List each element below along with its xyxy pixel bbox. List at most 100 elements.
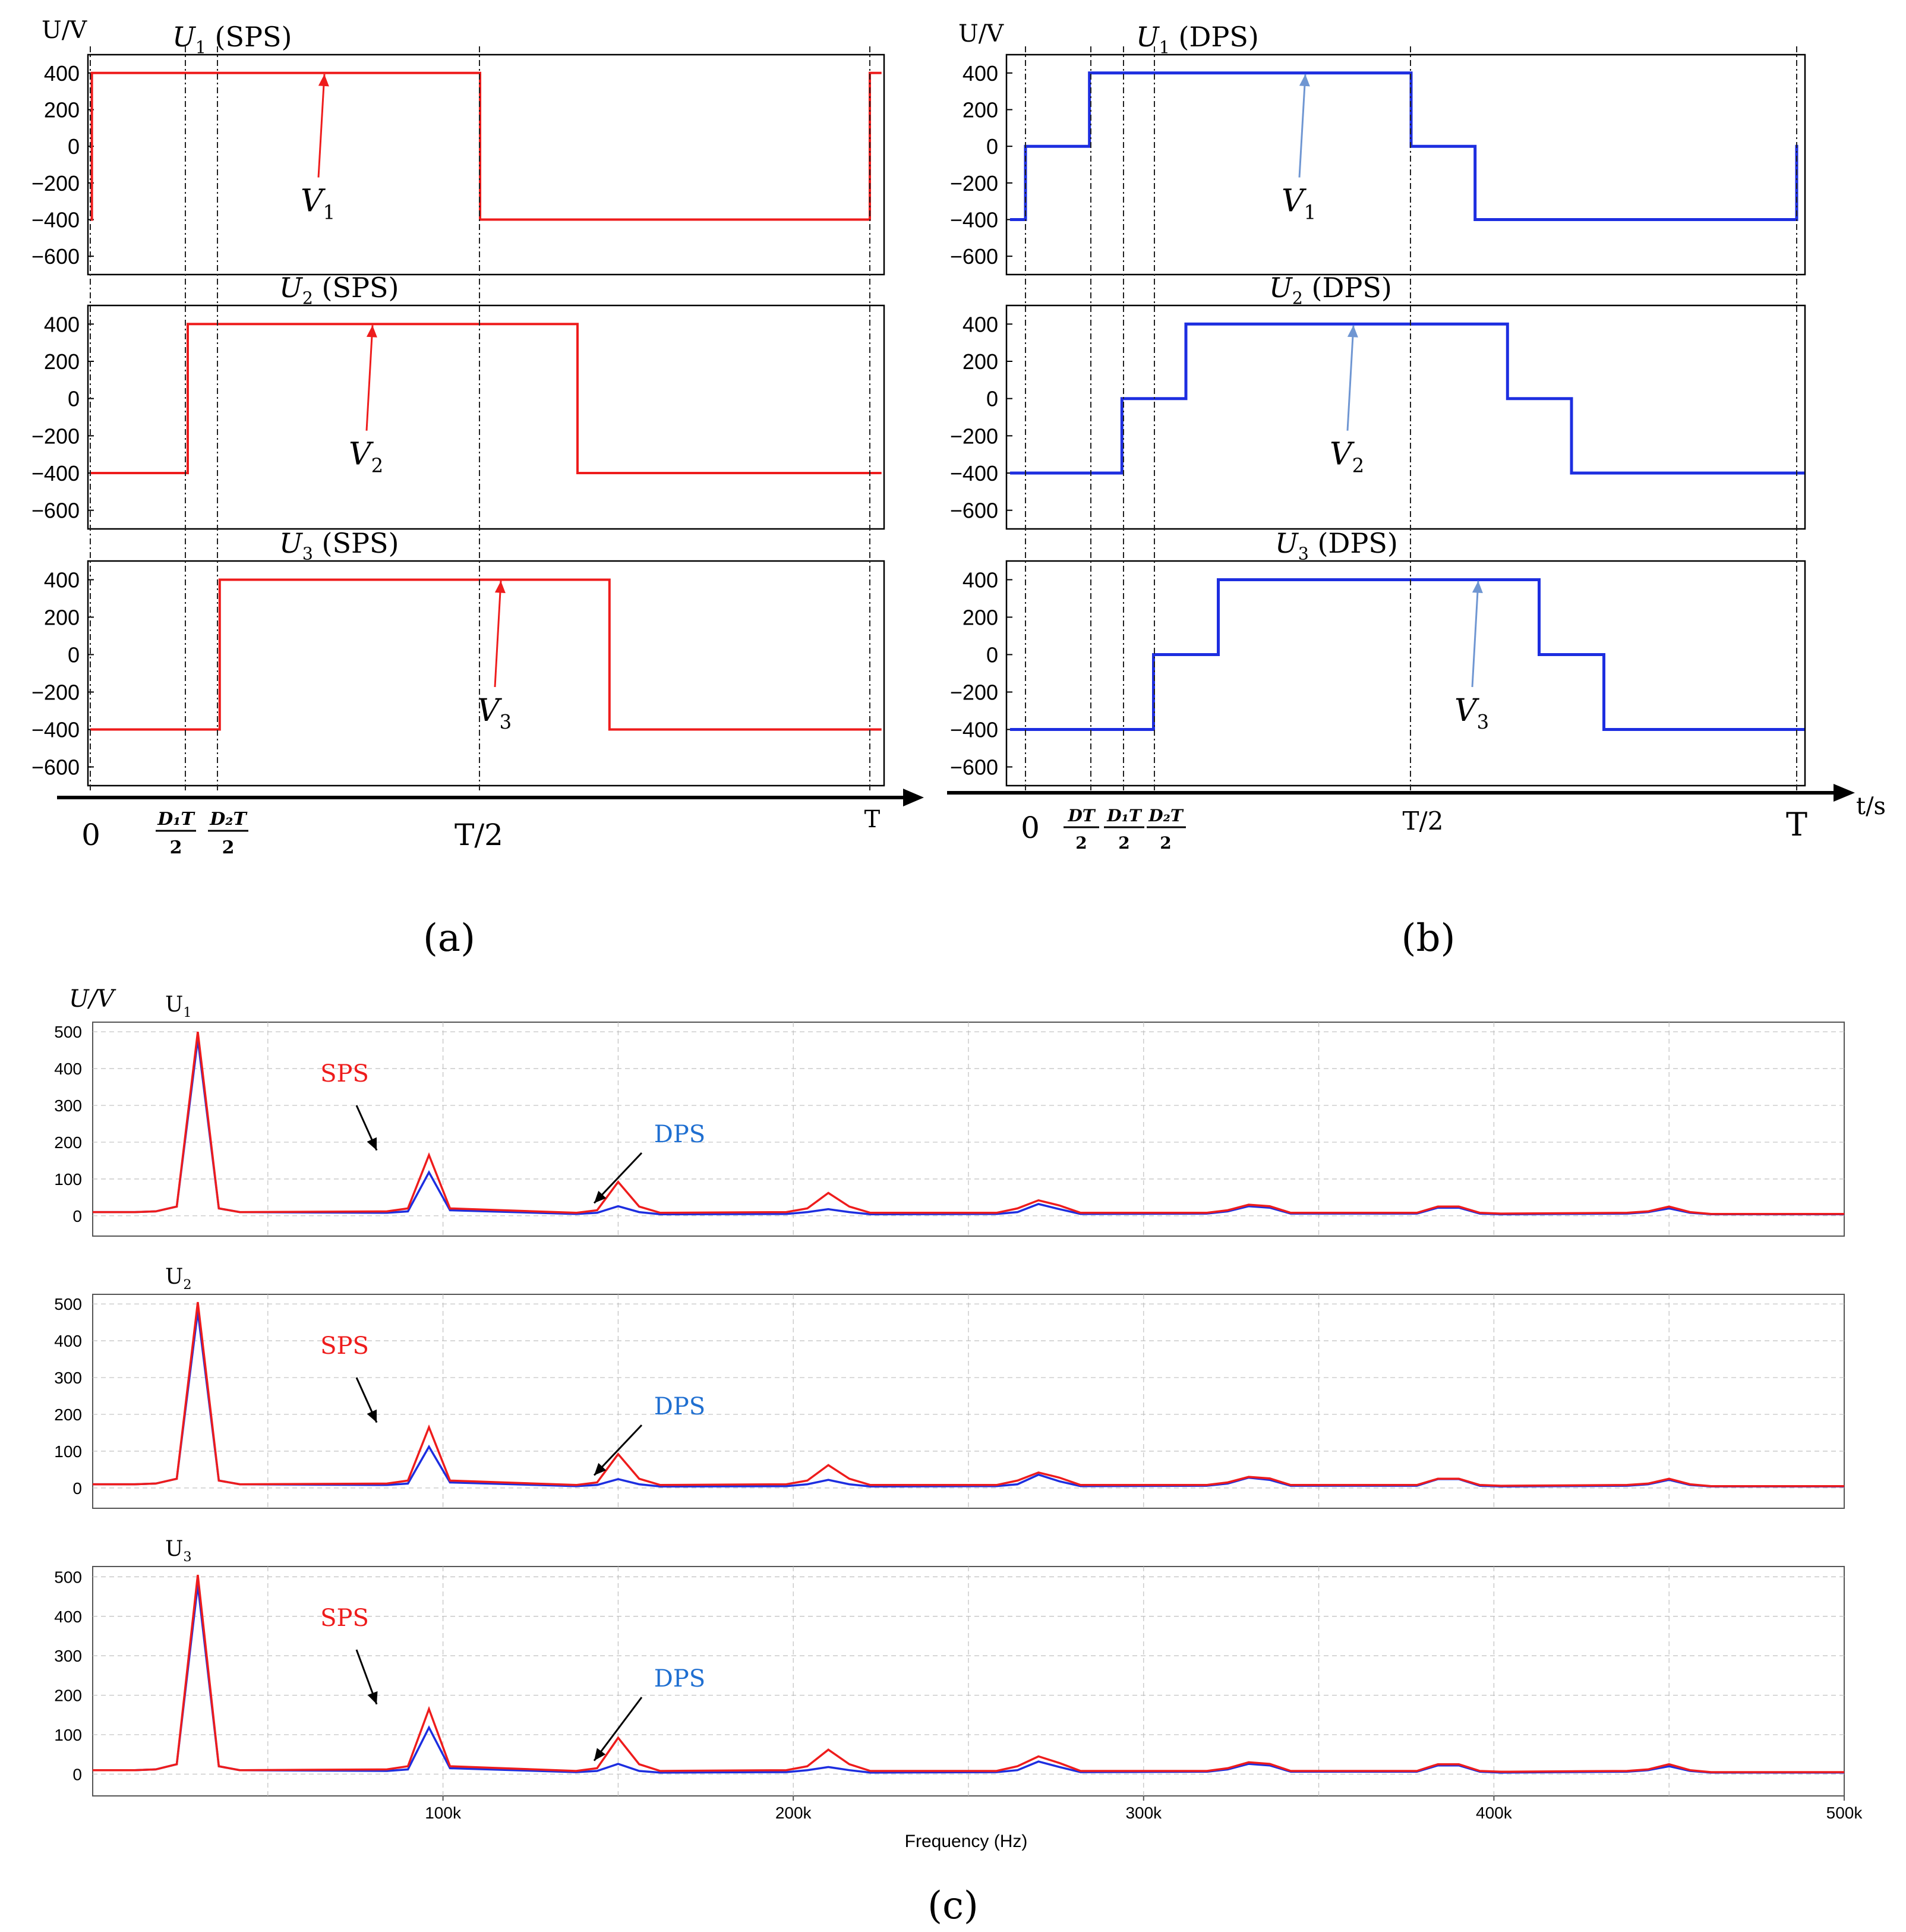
y-tick-label: −600 xyxy=(950,755,998,780)
x-tick-label: 300k xyxy=(1125,1804,1162,1822)
series-V3-line xyxy=(90,578,882,731)
y-tick-label: −400 xyxy=(950,461,998,486)
panel-a-plot-2: 400 200 0 −200 −400 −600 xyxy=(31,304,885,530)
panel-a-plot-1-signal-label: V1 xyxy=(301,184,335,224)
panel-a-plot-3-arrow-head xyxy=(494,581,506,593)
panel-c-plot-3-frame xyxy=(92,1566,1845,1797)
y-tick-label: 0 xyxy=(68,643,80,667)
panel-c-plot-1-frame xyxy=(92,1022,1845,1237)
panel-c-plot-3-dps-arrow-head xyxy=(594,1748,606,1761)
y-tick-label: −200 xyxy=(31,171,80,196)
panel-a-plot-1-title: U1 (SPS) xyxy=(172,21,292,58)
y-tick-label: 0 xyxy=(986,387,998,411)
y-tick-label: −600 xyxy=(31,755,80,780)
y-tick-label: 400 xyxy=(963,312,998,336)
panel-a-x-zero: 0 xyxy=(81,818,100,852)
y-tick-label: −200 xyxy=(950,424,998,448)
panel-b-plot-3-frame xyxy=(1005,560,1806,787)
panel-c-y-unit: U/V xyxy=(69,985,116,1013)
y-tick-label: 500 xyxy=(54,1295,82,1313)
series-V2-line xyxy=(90,323,882,474)
dps-series-label: DPS xyxy=(654,1121,705,1148)
panel-b-x-zero: 0 xyxy=(1021,811,1040,845)
panel-a-plot-3-signal-label: V3 xyxy=(477,693,512,733)
series-V1-line xyxy=(1010,71,1798,221)
panel-b-plot-3-title: U3 (DPS) xyxy=(1275,527,1398,564)
panel-b-plot-3: 400 200 0 −200 −400 −600 xyxy=(950,560,1806,787)
panel-a-plot-3-title: U3 (SPS) xyxy=(279,527,399,564)
panel-a-plot-1-frame xyxy=(87,53,885,276)
sps-series-label: SPS xyxy=(320,1332,369,1360)
series-V1-line xyxy=(90,71,882,221)
panel-a-x-d2-den: 2 xyxy=(222,837,235,858)
y-tick-label: 0 xyxy=(72,1207,82,1225)
panel-b-x-unit: t/s xyxy=(1856,793,1886,820)
panel-b-plot-2-frame xyxy=(1005,304,1806,530)
panel-b-x-dt-den: 2 xyxy=(1075,833,1087,853)
panel-a-plot-2-signal-label: V2 xyxy=(349,437,383,477)
panel-a-x-d1-den: 2 xyxy=(170,837,182,858)
panel-a-plot-2-arrow-head xyxy=(366,325,377,338)
panel-c-plot-1-title: U1 xyxy=(165,992,192,1020)
panel-b-x-d1: D₁T xyxy=(1106,806,1143,825)
panel-a-plot-2-title: U2 (SPS) xyxy=(279,272,399,308)
panel-b-plot-3-signal-label: V3 xyxy=(1454,693,1489,733)
panel-c-plot-3-dps-arrow-shaft xyxy=(593,1697,643,1761)
panel-b-plot-1: 400 200 0 −200 −400 −600 xyxy=(950,53,1806,276)
y-tick-label: 0 xyxy=(68,134,80,159)
panel-c-plot-3-sps-arrow-head xyxy=(367,1691,378,1704)
panel-c-plot-2-title: U2 xyxy=(165,1265,192,1293)
panel-a-x-labels: 0 D₁T 2 D₂T 2 T/2 T xyxy=(81,806,881,858)
y-tick-label: 200 xyxy=(44,349,80,374)
y-tick-label: 200 xyxy=(54,1405,82,1424)
y-tick-label: −600 xyxy=(950,499,998,523)
series-SPS-line xyxy=(93,1301,1844,1487)
y-tick-label: 400 xyxy=(44,568,80,592)
panel-c-x-label: Frequency (Hz) xyxy=(905,1832,1028,1851)
y-tick-label: 400 xyxy=(44,312,80,336)
y-tick-label: −400 xyxy=(31,718,80,742)
panel-c-plot-2-dps-arrow-head xyxy=(594,1463,607,1476)
panel-b-x-dt: DT xyxy=(1067,806,1096,825)
panel-c-plot-2-frame xyxy=(92,1294,1845,1509)
y-tick-label: 0 xyxy=(72,1479,82,1498)
y-tick-label: −200 xyxy=(950,171,998,196)
panel-c-plot-1: 500 400 300 200 100 0 SPS DPS xyxy=(54,1022,1845,1237)
y-tick-label: −600 xyxy=(31,499,80,523)
y-tick-label: 500 xyxy=(54,1023,82,1041)
y-tick-label: 0 xyxy=(72,1765,82,1783)
panel-a-plot-3-frame xyxy=(87,560,885,787)
panel-b-y-unit: U/V xyxy=(958,20,1004,48)
panel-a-y-unit: U/V xyxy=(42,17,87,44)
panel-b-plot-1-arrow-shaft xyxy=(1298,74,1307,178)
y-tick-label: 300 xyxy=(54,1369,82,1387)
panel-c-plot-3: 500 400 300 200 100 0 SPS DPS 100k 200k 300k 400k 50… xyxy=(54,1566,1863,1822)
y-tick-label: 400 xyxy=(54,1332,82,1350)
y-tick-label: 200 xyxy=(54,1687,82,1705)
panel-b-time-axis-arrowhead xyxy=(1834,784,1855,802)
series-SPS-line xyxy=(93,1031,1844,1215)
panel-a-plot-2-frame xyxy=(87,304,885,530)
dps-series-label: DPS xyxy=(654,1665,705,1693)
caption-c: (c) xyxy=(927,1884,979,1928)
series-V3-line xyxy=(1010,578,1804,731)
panel-b-plot-2: 400 200 0 −200 −400 −600 xyxy=(950,304,1806,530)
panel-b-plot-1-arrow-head xyxy=(1299,74,1310,87)
panel-a-plot-1: 400 200 0 −200 −400 −600 xyxy=(31,53,885,276)
panel-b-plot-1-signal-label: V1 xyxy=(1282,184,1316,224)
y-tick-label: 400 xyxy=(44,61,80,86)
panel-a-x-full: T xyxy=(864,806,881,833)
y-tick-label: −400 xyxy=(950,718,998,742)
y-tick-label: 400 xyxy=(54,1060,82,1078)
panel-b-plot-2-title: U2 (DPS) xyxy=(1269,272,1392,308)
y-tick-label: 200 xyxy=(963,606,998,630)
panel-b-x-half: T/2 xyxy=(1403,806,1444,836)
panel-b-plot-1-title: U1 (DPS) xyxy=(1136,21,1259,58)
panel-c-plot-2-sps-arrow-head xyxy=(367,1409,377,1423)
y-tick-label: 100 xyxy=(54,1170,82,1189)
panel-a-plot-1-arrow-shaft xyxy=(317,74,326,178)
panel-b-plot-2-arrow-head xyxy=(1347,325,1358,338)
y-tick-label: 400 xyxy=(54,1608,82,1626)
panel-a-plot-2-arrow-shaft xyxy=(365,325,374,431)
